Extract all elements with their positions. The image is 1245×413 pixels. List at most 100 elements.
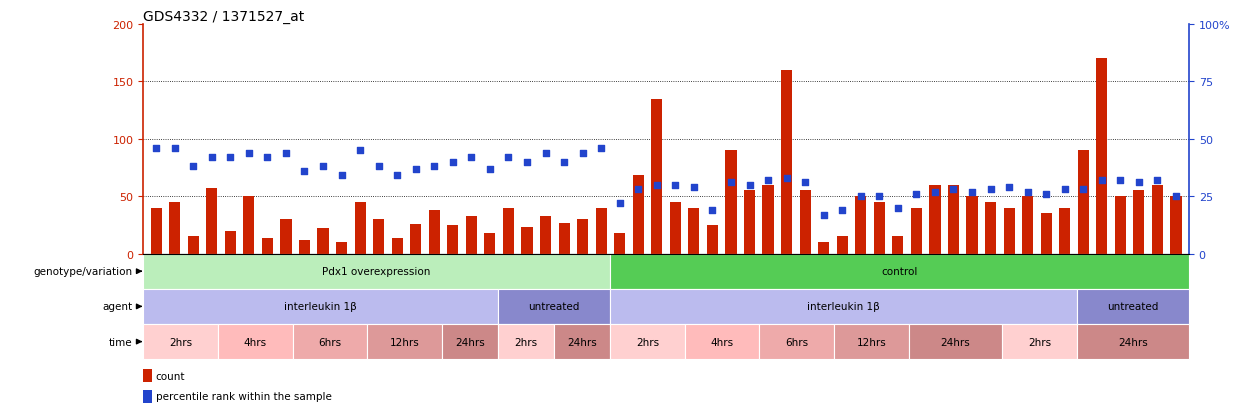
- Point: [721, 180, 741, 186]
- Bar: [595, 208, 606, 254]
- Bar: [1152, 185, 1163, 254]
- Bar: [855, 197, 867, 254]
- Point: [554, 159, 574, 166]
- Point: [610, 200, 630, 207]
- Text: 6hrs: 6hrs: [319, 337, 341, 347]
- Text: 12hrs: 12hrs: [390, 337, 420, 347]
- Bar: [1041, 214, 1052, 254]
- Text: 24hrs: 24hrs: [1118, 337, 1148, 347]
- Point: [331, 173, 351, 179]
- Bar: [1097, 59, 1107, 254]
- Point: [665, 182, 685, 188]
- Bar: [688, 208, 700, 254]
- Text: 4hrs: 4hrs: [711, 337, 733, 347]
- Bar: [929, 185, 940, 254]
- Text: interleukin 1β: interleukin 1β: [807, 301, 880, 312]
- Point: [981, 187, 1001, 193]
- Text: control: control: [881, 266, 918, 277]
- Point: [239, 150, 259, 157]
- Bar: [874, 202, 885, 254]
- Bar: [554, 324, 610, 359]
- Point: [832, 207, 852, 214]
- Bar: [610, 324, 685, 359]
- Bar: [498, 289, 610, 324]
- Point: [684, 184, 703, 191]
- Point: [517, 159, 537, 166]
- Text: genotype/variation: genotype/variation: [34, 266, 133, 277]
- Point: [758, 177, 778, 184]
- Bar: [243, 197, 254, 254]
- Point: [1092, 177, 1112, 184]
- Point: [481, 166, 500, 173]
- Bar: [1078, 151, 1089, 254]
- Point: [591, 145, 611, 152]
- Point: [740, 182, 759, 188]
- Bar: [540, 216, 552, 254]
- Bar: [367, 324, 442, 359]
- Bar: [559, 223, 570, 254]
- Bar: [143, 369, 152, 382]
- Point: [369, 164, 388, 170]
- Text: agent: agent: [102, 301, 133, 312]
- Bar: [799, 191, 810, 254]
- Bar: [966, 197, 977, 254]
- Text: time: time: [110, 337, 133, 347]
- Bar: [818, 242, 829, 254]
- Point: [350, 147, 370, 154]
- Point: [962, 189, 982, 195]
- Point: [702, 207, 722, 214]
- Bar: [466, 216, 477, 254]
- Text: 2hrs: 2hrs: [514, 337, 538, 347]
- Bar: [947, 185, 959, 254]
- Point: [925, 189, 945, 195]
- Text: untreated: untreated: [1107, 301, 1159, 312]
- Bar: [522, 228, 533, 254]
- Point: [387, 173, 407, 179]
- Bar: [498, 324, 554, 359]
- Bar: [707, 225, 718, 254]
- Bar: [610, 254, 1189, 289]
- Bar: [1170, 197, 1182, 254]
- Bar: [1077, 324, 1189, 359]
- Point: [295, 168, 315, 175]
- Text: 24hrs: 24hrs: [568, 337, 596, 347]
- Point: [276, 150, 296, 157]
- Bar: [610, 289, 1077, 324]
- Point: [1000, 184, 1020, 191]
- Text: 6hrs: 6hrs: [786, 337, 808, 347]
- Bar: [218, 324, 293, 359]
- Point: [944, 187, 964, 193]
- Point: [258, 154, 278, 161]
- Point: [312, 164, 332, 170]
- Point: [796, 180, 815, 186]
- Bar: [632, 176, 644, 254]
- Bar: [410, 224, 421, 254]
- Text: 4hrs: 4hrs: [244, 337, 266, 347]
- Point: [1167, 193, 1186, 200]
- Bar: [355, 202, 366, 254]
- Point: [146, 145, 166, 152]
- Text: 2hrs: 2hrs: [636, 337, 659, 347]
- Bar: [893, 237, 904, 254]
- Bar: [685, 324, 759, 359]
- Text: 2hrs: 2hrs: [169, 337, 192, 347]
- Text: count: count: [156, 371, 186, 381]
- Point: [647, 182, 667, 188]
- Bar: [188, 237, 199, 254]
- Bar: [759, 324, 834, 359]
- Text: interleukin 1β: interleukin 1β: [284, 301, 357, 312]
- Bar: [578, 220, 588, 254]
- Bar: [1114, 197, 1125, 254]
- Bar: [1133, 191, 1144, 254]
- Point: [814, 212, 834, 218]
- Bar: [762, 185, 773, 254]
- Bar: [143, 390, 152, 403]
- Bar: [909, 324, 1002, 359]
- Bar: [143, 254, 610, 289]
- Bar: [614, 233, 625, 254]
- Bar: [225, 231, 235, 254]
- Point: [777, 175, 797, 182]
- Text: 24hrs: 24hrs: [456, 337, 484, 347]
- Point: [425, 164, 444, 170]
- Point: [443, 159, 463, 166]
